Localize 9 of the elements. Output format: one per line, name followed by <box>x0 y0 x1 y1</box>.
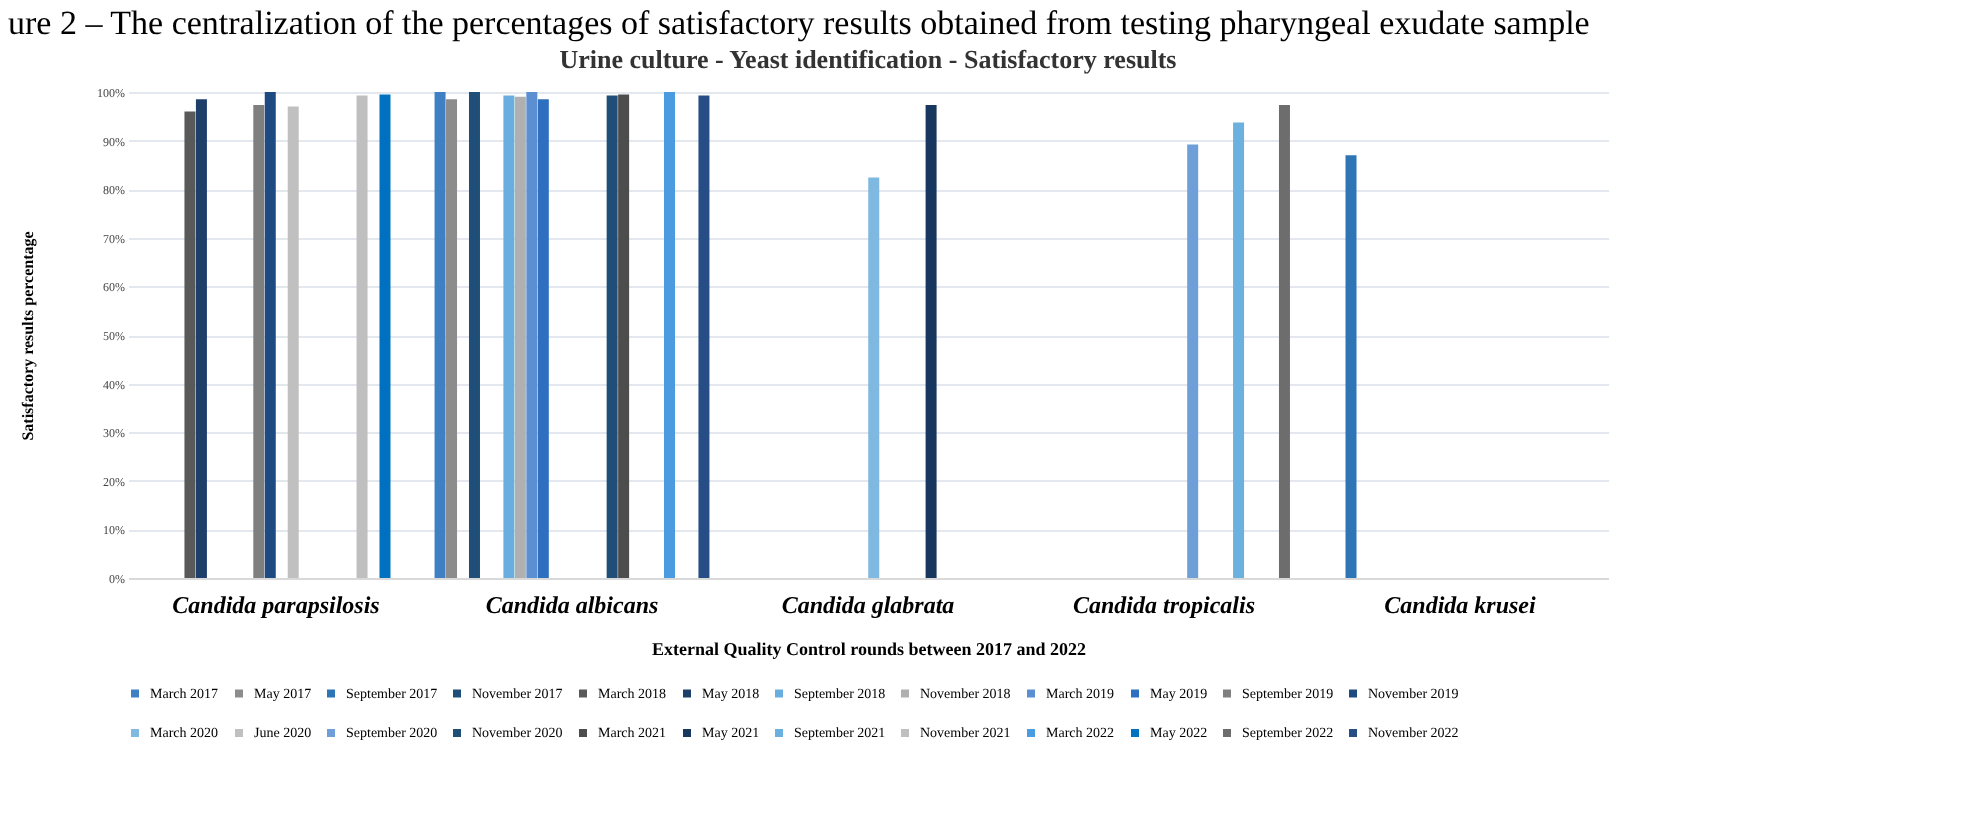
x-tick-label: Candida glabrata <box>781 591 955 619</box>
chart-title: Urine culture - Yeast identification - Satisfactory results <box>559 44 1177 74</box>
x-tick-label: Candida tropicalis <box>1072 591 1256 619</box>
x-tick-label: Candida parapsilosis <box>172 591 381 619</box>
x-tick-label: Candida krusei <box>1384 591 1538 619</box>
x-tick-label: Candida albicans <box>485 591 659 619</box>
x-axis-title: External Quality Control rounds between 2017 and 2022 <box>652 639 1087 659</box>
text: ure 2 – The centralization of the percentages of satisfactory results obtained from testing pharyngeal exudate sample <box>8 4 1590 42</box>
y-axis-title: Satisfactory results percentage <box>19 230 37 441</box>
